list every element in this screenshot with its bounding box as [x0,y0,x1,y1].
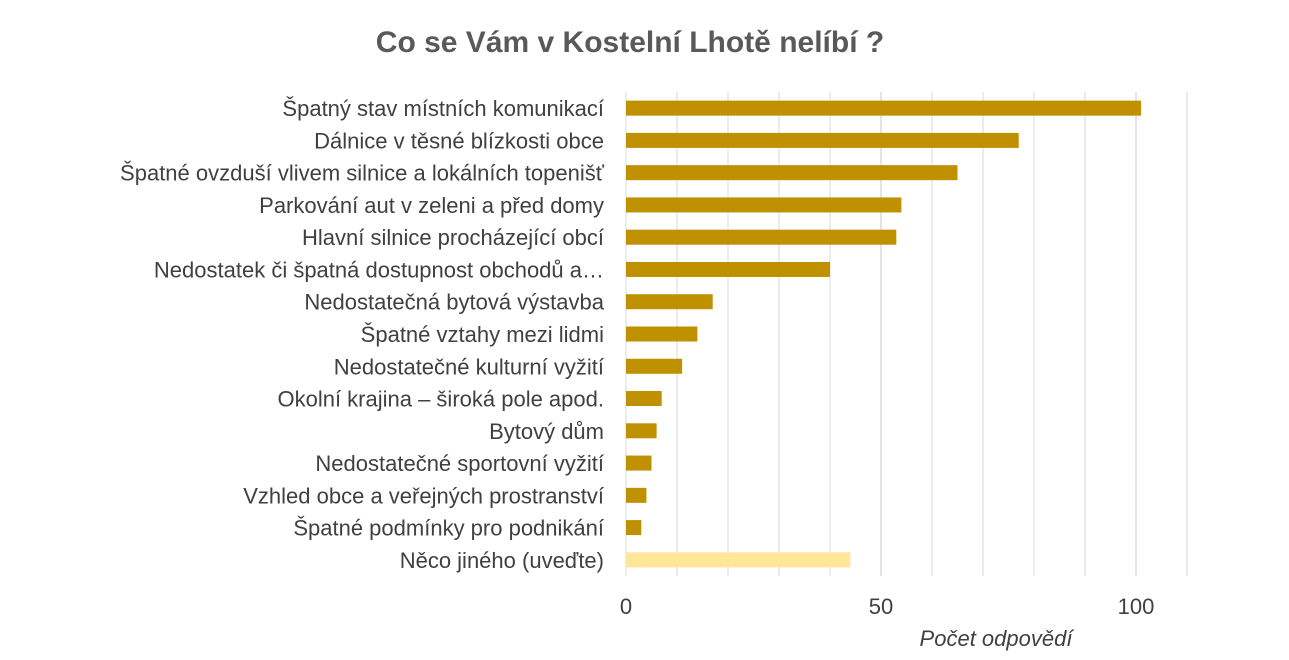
category-label: Parkování aut v zeleni a před domy [259,193,604,218]
category-label: Bytový dům [489,419,604,444]
bar [626,358,683,374]
category-label: Hlavní silnice procházející obcí [302,225,604,250]
x-tick-label: 100 [1118,594,1155,619]
bar [626,487,647,503]
category-label: Vzhled obce a veřejných prostranství [243,483,604,508]
bar [626,552,851,568]
bar [626,132,1019,148]
category-label: Nedostatečná bytová výstavba [304,290,604,315]
bar [626,197,902,213]
category-label: Dálnice v těsné blízkosti obce [314,128,604,153]
bar [626,165,958,181]
bar [626,423,657,439]
bar [626,326,698,342]
category-label: Špatný stav místních komunikací [282,96,604,121]
x-axis-title: Počet odpovědí [920,626,1075,651]
x-tick-label: 0 [620,594,632,619]
bar [626,261,830,277]
bar [626,294,713,310]
x-tick-label: 50 [869,594,893,619]
category-label: Špatné ovzduší vlivem silnice a lokálníc… [120,161,605,186]
category-label: Špatné vztahy mezi lidmi [361,322,604,347]
bar [626,229,897,245]
bar [626,391,662,407]
category-label: Nedostatečné sportovní vyžití [315,451,604,476]
category-label: Špatné podmínky pro podnikání [293,516,604,541]
category-label: Okolní krajina – široká pole apod. [277,387,604,412]
category-label: Nedostatečné kulturní vyžití [334,354,604,379]
bar [626,520,642,536]
bar [626,455,652,471]
category-label: Nedostatek či špatná dostupnost obchodů … [154,257,604,282]
chart-title: Co se Vám v Kostelní Lhotě nelíbí ? [375,26,885,59]
bar [626,100,1142,116]
category-label: Něco jiného (uveďte) [400,548,604,573]
